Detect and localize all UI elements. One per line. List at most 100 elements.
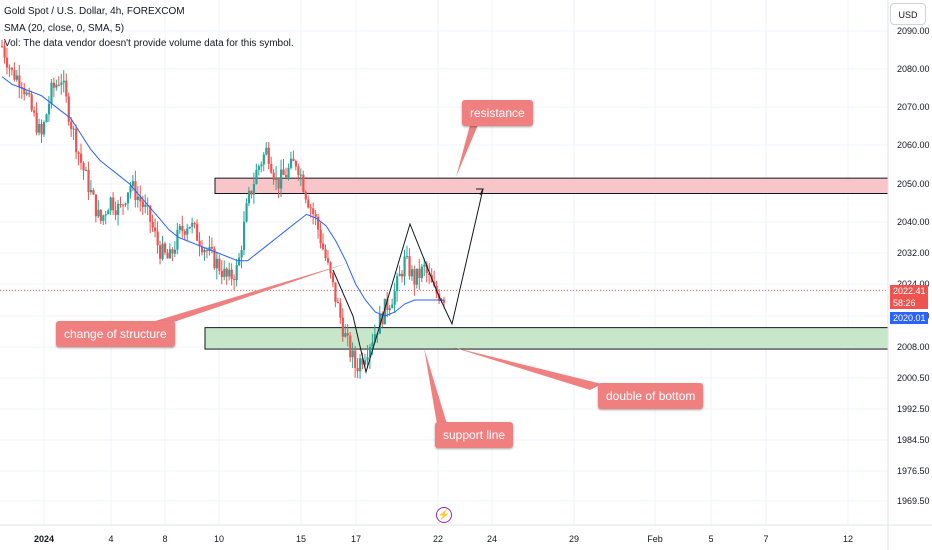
price-tick-label: 1976.50: [897, 466, 930, 476]
price-tick-label: 1969.50: [897, 496, 930, 506]
sma-price-tag: 2020.01: [890, 312, 928, 324]
candle-body: [322, 243, 325, 250]
candle-body: [413, 269, 416, 285]
candle-body: [299, 174, 302, 176]
candle-body: [15, 75, 19, 80]
candle-body: [168, 249, 172, 259]
candle-body: [240, 250, 243, 258]
symbol-title[interactable]: Gold Spot / U.S. Dollar, 4h, FOREXCOM: [4, 6, 185, 17]
candle-body: [42, 122, 46, 135]
time-axis: 2024 4 8 10 15 17 22 24 29 Feb 5 7 12: [0, 524, 932, 544]
candle-body: [294, 160, 298, 167]
candle-body: [84, 169, 88, 171]
resistance-pointer: [456, 125, 478, 177]
candle-body: [309, 207, 312, 209]
candle-body: [270, 163, 273, 173]
candle-body: [50, 82, 53, 104]
candle-body: [149, 205, 152, 222]
candle-body: [124, 203, 127, 205]
candle-body: [13, 69, 16, 80]
currency-button[interactable]: USD: [890, 3, 926, 25]
candle-body: [89, 190, 93, 193]
candle-body: [287, 167, 290, 178]
price-tick-label: 1984.50: [897, 435, 930, 445]
candle-body: [381, 313, 384, 325]
candle-body: [151, 221, 154, 228]
candle-body: [356, 367, 359, 372]
double-bottom-callout[interactable]: double of bottom: [598, 383, 704, 409]
candle-body: [80, 153, 83, 163]
projection-path[interactable]: [332, 188, 484, 374]
candle-body: [235, 265, 238, 281]
candle-body: [423, 264, 426, 267]
candle-body: [171, 249, 174, 254]
price-tick-label: 2024.00: [897, 279, 930, 289]
candle-body: [215, 258, 219, 269]
time-tick-label: 5: [708, 534, 713, 544]
zones-layer: [204, 177, 889, 350]
candle-body: [129, 186, 132, 193]
candle-body: [410, 269, 414, 277]
candle-body: [141, 201, 144, 208]
candle-body: [23, 87, 26, 95]
candle-body: [317, 216, 320, 230]
candle-body: [38, 124, 41, 133]
candle-body: [67, 96, 70, 122]
candle-body: [139, 196, 142, 202]
candle-body: [176, 229, 179, 250]
time-tick-label: 4: [108, 534, 113, 544]
candle-body: [25, 92, 28, 95]
change-of-structure-callout[interactable]: change of structure: [56, 321, 175, 347]
time-tick-label: Feb: [647, 534, 663, 544]
candle-body: [255, 169, 258, 184]
candle-body: [18, 75, 21, 88]
price-tick-label: 2008.00: [897, 342, 930, 352]
candle-body: [383, 298, 386, 325]
candle-body: [97, 209, 100, 217]
candle-body: [28, 92, 31, 95]
support-zone[interactable]: [204, 327, 889, 350]
sma-legend[interactable]: SMA (20, close, 0, SMA, 5): [4, 23, 125, 34]
candle-body: [391, 304, 394, 309]
candle-body: [277, 177, 280, 189]
candle-body: [373, 334, 377, 343]
candle-body: [121, 204, 125, 206]
candle-body: [126, 192, 130, 204]
support-line-pointer: [424, 348, 447, 424]
candle-body: [99, 209, 102, 221]
candle-body: [401, 273, 404, 277]
candle-body: [344, 333, 347, 337]
candle-body: [55, 84, 58, 88]
candle-body: [267, 147, 270, 164]
candle-body: [359, 358, 362, 372]
resistance-zone[interactable]: [214, 177, 889, 194]
candle-body: [75, 128, 78, 153]
candle-body: [109, 197, 112, 211]
lightning-icon[interactable]: ⚡: [436, 507, 452, 523]
candle-body: [262, 154, 265, 165]
resistance-callout[interactable]: resistance: [462, 100, 533, 126]
price-tick-label: 1992.50: [897, 404, 930, 414]
sma-line[interactable]: [1, 76, 444, 317]
price-axis: 2090.00 2080.00 2070.00 2060.00 2050.00 2040.…: [887, 0, 930, 550]
candle-body: [420, 266, 423, 279]
candle-body: [82, 162, 85, 171]
time-tick-label: 17: [351, 534, 361, 544]
candle-body: [72, 128, 75, 130]
candle-body: [178, 226, 181, 230]
support-line-callout[interactable]: support line: [435, 422, 514, 448]
candle-body: [65, 80, 68, 97]
price-tick-label: 2050.00: [897, 179, 930, 189]
candle-body: [408, 256, 411, 277]
candle-body: [307, 199, 310, 208]
drawings-layer: [152, 125, 602, 424]
candle-body: [405, 256, 409, 258]
candle-body: [284, 174, 288, 178]
candle-body: [336, 301, 340, 304]
candle-body: [368, 346, 372, 358]
candle-body: [331, 273, 335, 283]
candle-body: [238, 257, 241, 266]
candle-body: [131, 181, 135, 187]
candle-body: [371, 342, 374, 347]
